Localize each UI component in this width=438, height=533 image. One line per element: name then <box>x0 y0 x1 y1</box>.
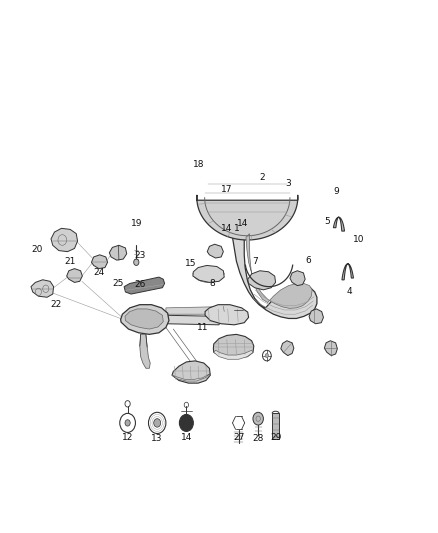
Text: 8: 8 <box>209 279 215 288</box>
Polygon shape <box>281 341 294 356</box>
Polygon shape <box>324 341 337 356</box>
Polygon shape <box>125 309 163 329</box>
Text: 12: 12 <box>122 433 133 442</box>
Text: 3: 3 <box>285 179 291 188</box>
Circle shape <box>154 419 161 427</box>
Text: 29: 29 <box>270 433 281 442</box>
Text: 18: 18 <box>193 160 204 169</box>
Polygon shape <box>246 233 312 309</box>
Polygon shape <box>110 245 127 260</box>
Text: 25: 25 <box>112 279 124 288</box>
Text: 7: 7 <box>252 257 258 265</box>
Text: 10: 10 <box>353 236 364 245</box>
Text: 17: 17 <box>221 185 233 194</box>
Polygon shape <box>51 228 78 252</box>
Text: 23: 23 <box>134 252 145 261</box>
Text: 27: 27 <box>233 433 244 442</box>
Text: 15: 15 <box>185 260 197 268</box>
Polygon shape <box>67 269 82 282</box>
Polygon shape <box>31 280 53 297</box>
Text: 26: 26 <box>134 280 145 289</box>
Text: 4: 4 <box>347 287 353 296</box>
Text: 9: 9 <box>334 187 339 196</box>
Text: 14: 14 <box>237 219 249 228</box>
Polygon shape <box>172 361 210 383</box>
Text: 24: 24 <box>94 268 105 277</box>
Circle shape <box>125 419 130 426</box>
Text: 11: 11 <box>197 323 208 332</box>
Text: 20: 20 <box>32 245 43 254</box>
Text: 28: 28 <box>252 434 264 443</box>
Circle shape <box>134 259 139 265</box>
Text: 19: 19 <box>131 219 143 228</box>
Text: 6: 6 <box>306 256 311 265</box>
Polygon shape <box>124 277 165 294</box>
Polygon shape <box>140 334 150 368</box>
Text: 22: 22 <box>50 300 61 309</box>
Circle shape <box>180 415 193 431</box>
Polygon shape <box>120 305 169 334</box>
Polygon shape <box>272 414 279 439</box>
Text: 2: 2 <box>260 173 265 182</box>
Polygon shape <box>214 350 253 359</box>
Text: 13: 13 <box>152 434 163 443</box>
Polygon shape <box>213 334 254 358</box>
Text: 5: 5 <box>324 217 330 226</box>
Text: 21: 21 <box>64 257 76 265</box>
Polygon shape <box>166 316 220 325</box>
Polygon shape <box>207 244 223 258</box>
Polygon shape <box>232 230 317 318</box>
Circle shape <box>265 353 268 358</box>
Text: 1: 1 <box>233 224 239 233</box>
Text: 14: 14 <box>180 433 192 442</box>
Polygon shape <box>166 307 215 314</box>
Circle shape <box>253 413 263 425</box>
Polygon shape <box>193 265 224 282</box>
Polygon shape <box>248 271 276 290</box>
Polygon shape <box>172 374 210 381</box>
Polygon shape <box>205 305 249 325</box>
Text: 14: 14 <box>221 224 233 233</box>
Polygon shape <box>290 271 305 286</box>
Polygon shape <box>92 255 108 269</box>
Polygon shape <box>197 195 298 240</box>
Polygon shape <box>309 309 323 324</box>
Polygon shape <box>342 264 353 280</box>
Polygon shape <box>333 217 345 231</box>
